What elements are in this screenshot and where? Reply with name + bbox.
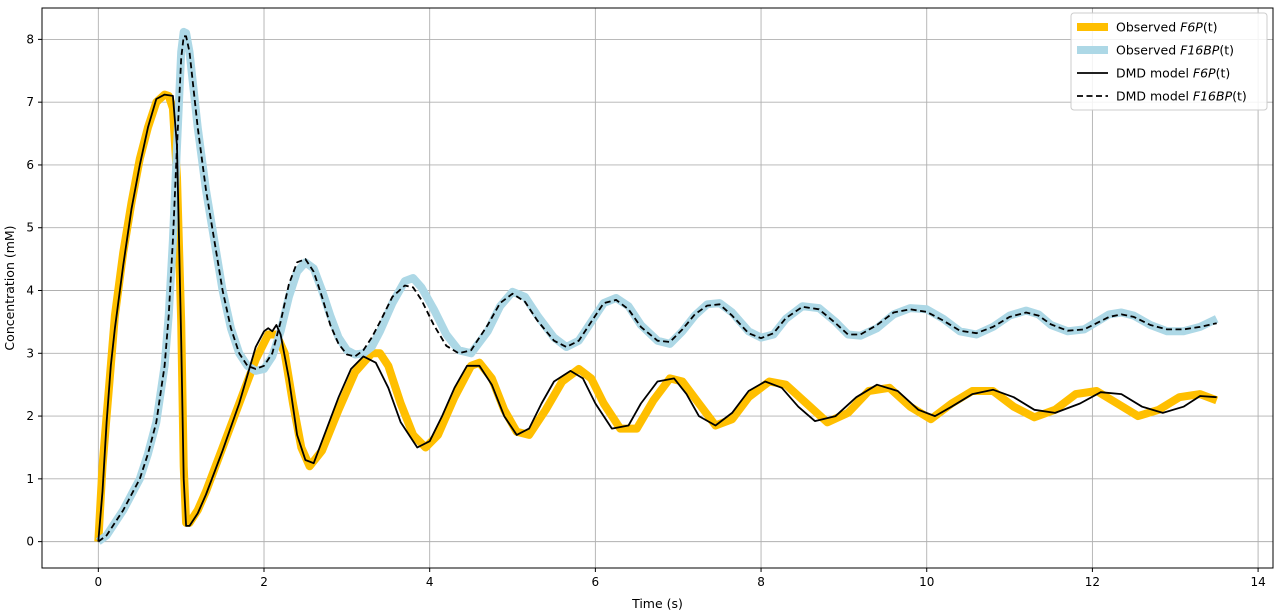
y-axis-label: Concentration (mM) — [2, 225, 17, 350]
legend-label-prefix: DMD model — [1116, 89, 1193, 104]
series-layer — [94, 27, 1219, 545]
legend-label-1: Observed F6P(t) — [1116, 20, 1217, 35]
legend-label-variable: F16BP — [1180, 43, 1220, 58]
x-tick-label: 6 — [592, 575, 600, 589]
legend-label-prefix: Observed — [1116, 20, 1180, 35]
y-tick-label: 1 — [26, 472, 34, 486]
series-line-4 — [97, 35, 1217, 543]
x-tick-label: 0 — [95, 575, 103, 589]
legend-label-suffix: (t) — [1232, 89, 1247, 104]
y-tick-label: 6 — [26, 158, 34, 172]
series-line-3 — [97, 93, 1217, 542]
y-tick-label: 0 — [26, 535, 34, 549]
legend-label-variable: F16BP — [1193, 89, 1233, 104]
x-tick-label: 4 — [426, 575, 434, 589]
legend-label-4: DMD model F16BP(t) — [1116, 89, 1247, 104]
legend-label-suffix: (t) — [1203, 20, 1218, 35]
x-axis-label: Time (s) — [631, 596, 683, 611]
y-tick-label: 3 — [26, 346, 34, 360]
legend: Observed F6P(t)Observed F16BP(t)DMD mode… — [1070, 12, 1268, 111]
y-tick-label: 7 — [26, 95, 34, 109]
legend-label-suffix: (t) — [1219, 43, 1234, 58]
series-line-2 — [95, 27, 1219, 545]
x-tick-label: 12 — [1085, 575, 1100, 589]
legend-label-prefix: DMD model — [1116, 66, 1193, 81]
legend-label-variable: F6P — [1180, 20, 1203, 35]
x-tick-label: 14 — [1250, 575, 1265, 589]
legend-label-prefix: Observed — [1116, 43, 1180, 58]
y-tick-label: 2 — [26, 409, 34, 423]
x-tick-label: 8 — [757, 575, 765, 589]
legend-label-3: DMD model F6P(t) — [1116, 66, 1230, 81]
legend-label-variable: F6P — [1193, 66, 1216, 81]
legend-box — [1070, 12, 1268, 111]
legend-label-2: Observed F16BP(t) — [1116, 43, 1234, 58]
legend-label-suffix: (t) — [1216, 66, 1231, 81]
plot-background — [42, 8, 1273, 568]
y-tick-label: 5 — [26, 221, 34, 235]
y-tick-label: 4 — [26, 284, 34, 298]
plot-frame — [41, 7, 1274, 569]
y-tick-label: 8 — [26, 32, 34, 46]
x-tick-label: 10 — [919, 575, 934, 589]
x-tick-label: 2 — [260, 575, 268, 589]
